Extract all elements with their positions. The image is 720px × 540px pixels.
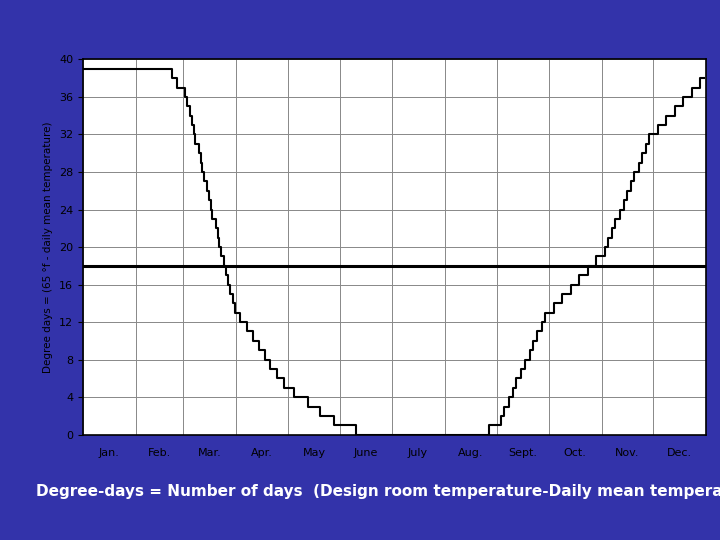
Y-axis label: Degree days = (65 °f - daily mean temperature): Degree days = (65 °f - daily mean temper… xyxy=(43,122,53,373)
Text: Mar.: Mar. xyxy=(198,448,222,458)
Text: Degree-days = Number of days  (Design room temperature-Daily mean temperature): Degree-days = Number of days (Design roo… xyxy=(36,484,720,499)
Text: Dec.: Dec. xyxy=(667,448,692,458)
Text: Nov.: Nov. xyxy=(615,448,639,458)
Text: Oct.: Oct. xyxy=(564,448,587,458)
Text: July: July xyxy=(408,448,428,458)
Text: June: June xyxy=(354,448,378,458)
Text: Jan.: Jan. xyxy=(99,448,120,458)
Text: Aug.: Aug. xyxy=(458,448,484,458)
Text: Feb.: Feb. xyxy=(148,448,171,458)
Text: Sept.: Sept. xyxy=(508,448,538,458)
Text: Apr.: Apr. xyxy=(251,448,273,458)
Text: May: May xyxy=(302,448,325,458)
